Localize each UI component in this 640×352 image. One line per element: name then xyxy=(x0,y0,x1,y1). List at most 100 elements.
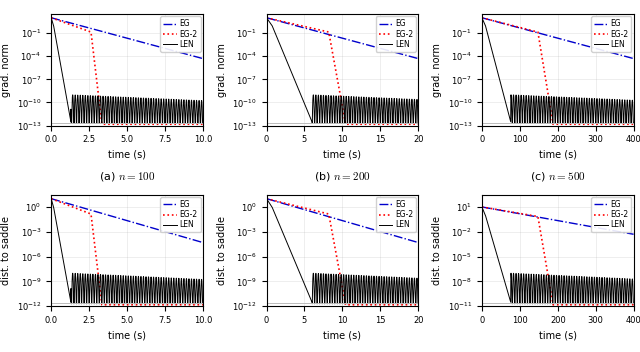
EG xyxy=(199,56,207,61)
LEN xyxy=(543,279,551,283)
EG-2 xyxy=(195,303,202,307)
LEN xyxy=(542,285,550,290)
EG-2 xyxy=(486,206,493,210)
EG-2 xyxy=(98,122,106,126)
LEN xyxy=(195,116,202,120)
Legend: EG, EG-2, LEN: EG, EG-2, LEN xyxy=(376,17,416,52)
LEN xyxy=(314,302,321,306)
EG xyxy=(625,231,633,235)
EG-2 xyxy=(478,15,486,20)
LEN xyxy=(120,95,127,99)
EG-2 xyxy=(121,303,129,307)
EG-2 xyxy=(342,303,349,307)
EG-2 xyxy=(410,122,418,126)
LEN xyxy=(326,105,334,109)
LEN xyxy=(90,302,98,306)
EG xyxy=(121,218,129,222)
EG-2 xyxy=(382,122,390,126)
EG xyxy=(55,18,63,22)
LEN xyxy=(625,295,633,300)
EG xyxy=(410,239,417,243)
EG xyxy=(410,55,418,59)
EG-2 xyxy=(598,303,605,307)
Line: EG-2: EG-2 xyxy=(51,18,203,124)
Legend: EG, EG-2, LEN: EG, EG-2, LEN xyxy=(160,197,200,232)
EG-2 xyxy=(337,93,344,98)
EG xyxy=(117,217,125,221)
EG xyxy=(195,239,202,243)
Y-axis label: grad. norm: grad. norm xyxy=(216,43,227,97)
EG xyxy=(630,56,637,61)
EG-2 xyxy=(199,303,207,307)
Line: LEN: LEN xyxy=(482,207,634,304)
EG-2 xyxy=(195,122,202,126)
LEN xyxy=(410,295,417,299)
Line: EG-2: EG-2 xyxy=(51,199,203,305)
EG-2 xyxy=(199,122,207,126)
EG-2 xyxy=(630,303,637,307)
Legend: EG, EG-2, LEN: EG, EG-2, LEN xyxy=(591,197,631,232)
EG xyxy=(552,218,559,222)
LEN xyxy=(47,15,55,20)
EG-2 xyxy=(414,122,422,126)
EG xyxy=(478,15,486,20)
EG xyxy=(47,196,55,201)
EG-2 xyxy=(332,252,340,257)
LEN xyxy=(111,286,119,290)
LEN xyxy=(157,277,165,281)
LEN xyxy=(314,121,321,125)
EG-2 xyxy=(549,303,557,307)
EG xyxy=(598,226,605,231)
X-axis label: time (s): time (s) xyxy=(108,331,146,340)
EG-2 xyxy=(548,294,556,298)
LEN xyxy=(47,196,55,201)
EG xyxy=(263,15,271,20)
Line: EG-2: EG-2 xyxy=(482,18,634,124)
Line: EG-2: EG-2 xyxy=(267,199,418,305)
LEN xyxy=(521,121,529,125)
EG xyxy=(486,18,493,22)
EG xyxy=(382,48,390,52)
EG-2 xyxy=(486,18,493,22)
EG xyxy=(625,55,633,59)
LEN xyxy=(263,196,271,201)
LEN xyxy=(195,296,202,300)
EG-2 xyxy=(382,303,390,307)
EG-2 xyxy=(195,303,202,307)
Y-axis label: grad. norm: grad. norm xyxy=(1,43,12,97)
EG xyxy=(478,205,486,209)
Y-axis label: dist. to saddle: dist. to saddle xyxy=(217,216,227,285)
LEN xyxy=(187,114,195,118)
Text: (c) $n = 500$: (c) $n = 500$ xyxy=(530,170,586,183)
EG xyxy=(410,239,418,243)
EG xyxy=(598,48,605,52)
LEN xyxy=(414,121,422,125)
X-axis label: time (s): time (s) xyxy=(323,150,362,160)
LEN xyxy=(630,121,637,125)
Line: EG: EG xyxy=(267,199,418,243)
LEN xyxy=(263,15,271,20)
EG-2 xyxy=(337,274,344,278)
X-axis label: time (s): time (s) xyxy=(539,150,577,160)
LEN xyxy=(111,107,119,111)
Line: LEN: LEN xyxy=(51,199,203,304)
Line: LEN: LEN xyxy=(51,18,203,123)
Line: EG: EG xyxy=(51,199,203,243)
LEN xyxy=(478,15,486,20)
X-axis label: time (s): time (s) xyxy=(108,150,146,160)
EG-2 xyxy=(55,200,63,204)
EG xyxy=(121,36,129,40)
Legend: EG, EG-2, LEN: EG, EG-2, LEN xyxy=(591,17,631,52)
LEN xyxy=(373,276,381,280)
EG xyxy=(117,34,125,39)
EG xyxy=(55,199,63,203)
EG xyxy=(263,196,271,201)
EG xyxy=(337,36,344,40)
LEN xyxy=(90,121,98,125)
LEN xyxy=(157,98,165,102)
LEN xyxy=(542,106,550,110)
Line: EG-2: EG-2 xyxy=(267,18,418,124)
LEN xyxy=(543,100,551,104)
LEN xyxy=(199,121,207,125)
X-axis label: time (s): time (s) xyxy=(539,331,577,340)
